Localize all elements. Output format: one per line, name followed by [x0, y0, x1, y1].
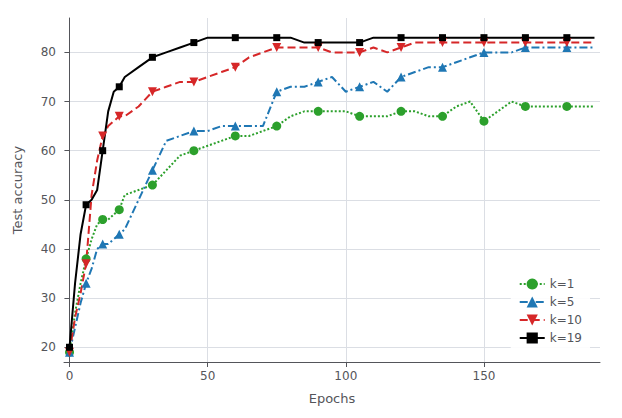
svg-text:80: 80	[41, 45, 56, 59]
svg-text:50: 50	[200, 369, 215, 383]
svg-text:k=10: k=10	[550, 313, 582, 327]
svg-text:k=19: k=19	[550, 331, 582, 345]
svg-text:20: 20	[41, 340, 56, 354]
svg-text:0: 0	[66, 369, 74, 383]
svg-text:Test accuracy: Test accuracy	[10, 146, 25, 236]
svg-text:Epochs: Epochs	[309, 391, 356, 406]
svg-text:k=1: k=1	[550, 277, 575, 291]
svg-text:100: 100	[334, 369, 357, 383]
svg-text:k=5: k=5	[550, 295, 575, 309]
svg-text:40: 40	[41, 242, 56, 256]
svg-text:60: 60	[41, 144, 56, 158]
svg-text:30: 30	[41, 291, 56, 305]
svg-text:50: 50	[41, 193, 56, 207]
svg-text:150: 150	[473, 369, 496, 383]
svg-text:70: 70	[41, 95, 56, 109]
